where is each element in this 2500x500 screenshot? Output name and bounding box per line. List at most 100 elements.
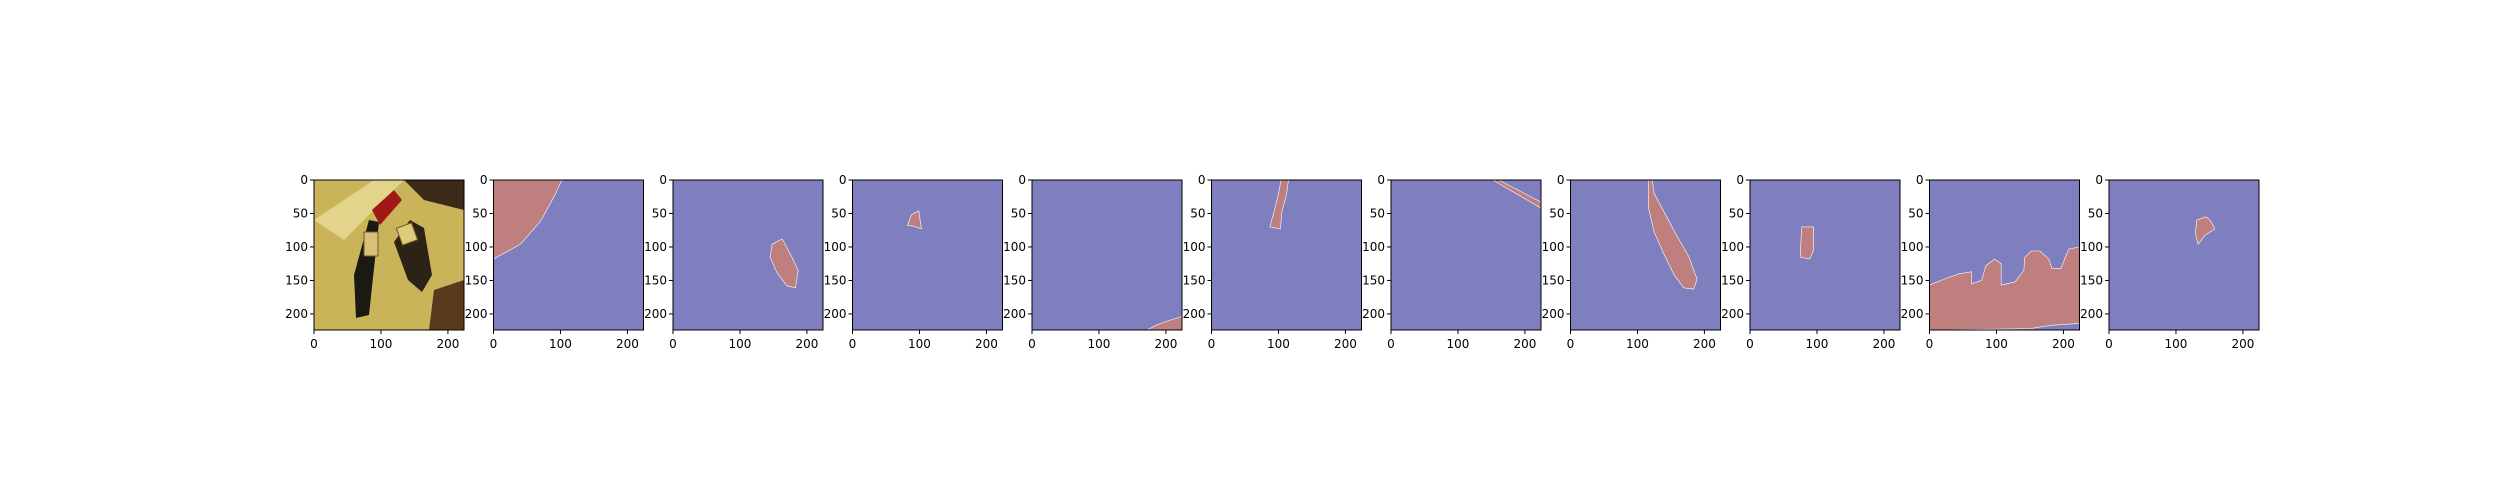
axes-frame	[313, 179, 465, 331]
x-tick-label: 100	[1985, 337, 2008, 351]
x-tick-label: 200	[795, 337, 818, 351]
mask-background	[2109, 180, 2259, 330]
x-tick-label: 200	[2231, 337, 2254, 351]
y-tick-label: 50	[2088, 206, 2103, 220]
y-tick-label: 150	[2080, 273, 2103, 287]
photo-red-object	[372, 190, 402, 225]
y-tick-label: 100	[1183, 240, 1206, 254]
y-tick-label: 150	[1542, 273, 1565, 287]
x-tick-label: 0	[849, 337, 857, 351]
y-tick-label: 100	[1721, 240, 1744, 254]
y-tick-label: 0	[1736, 173, 1744, 187]
x-tick-label: 100	[908, 337, 931, 351]
y-tick-label: 50	[293, 206, 308, 220]
panel-mask-2: 0 100 200 0 50 100 150 200	[644, 173, 824, 351]
y-tick-label: 150	[644, 273, 667, 287]
axes-frame	[1031, 179, 1183, 331]
panel-mask-1: 0 100 200 0 50 100 150 200	[465, 173, 644, 351]
axes-frame	[852, 179, 1003, 331]
y-tick-label: 200	[285, 307, 308, 321]
y-tick-label: 0	[480, 173, 488, 187]
y-tick-label: 150	[824, 273, 847, 287]
panel-mask-7: 0 100 200 0 50 100 150 200	[1542, 173, 1721, 351]
y-tick-label: 0	[1198, 173, 1206, 187]
y-tick-label: 150	[285, 273, 308, 287]
y-tick-label: 150	[1721, 273, 1744, 287]
axes-frame	[493, 179, 644, 331]
x-tick-label: 0	[1926, 337, 1934, 351]
y-tick-label: 150	[1901, 273, 1924, 287]
y-tick-label: 200	[1721, 307, 1744, 321]
y-tick-label: 200	[1362, 307, 1385, 321]
axes-frame	[1749, 179, 1901, 331]
y-tick-label: 50	[652, 206, 667, 220]
axes-frame	[1929, 179, 2080, 331]
y-tick-label: 0	[1557, 173, 1565, 187]
y-tick-label: 150	[1003, 273, 1026, 287]
y-tick-label: 0	[659, 173, 667, 187]
y-tick-label: 100	[1003, 240, 1026, 254]
y-tick-label: 200	[1542, 307, 1565, 321]
mask-region	[1799, 226, 1814, 260]
x-tick-label: 100	[1267, 337, 1290, 351]
y-tick-label: 150	[1362, 273, 1385, 287]
mask-background	[1211, 180, 1362, 330]
x-tick-label: 0	[1387, 337, 1395, 351]
x-tick-label: 200	[1872, 337, 1895, 351]
y-tick-label: 50	[472, 206, 487, 220]
x-tick-label: 0	[1208, 337, 1216, 351]
mask-background	[1570, 180, 1721, 330]
panel-mask-10: 0 100 200 0 50 100 150 200	[2080, 173, 2260, 351]
x-tick-label: 100	[1626, 337, 1649, 351]
y-tick-label: 0	[300, 173, 308, 187]
x-tick-label: 200	[616, 337, 639, 351]
axes-frame	[672, 179, 824, 331]
y-tick-label: 150	[1183, 273, 1206, 287]
y-tick-label: 200	[465, 307, 488, 321]
y-tick-label: 0	[1018, 173, 1026, 187]
y-tick-label: 0	[2095, 173, 2103, 187]
photo-dark-corner	[404, 180, 464, 210]
y-tick-label: 50	[1549, 206, 1564, 220]
y-tick-label: 100	[285, 240, 308, 254]
y-tick-label: 100	[824, 240, 847, 254]
y-tick-label: 200	[824, 307, 847, 321]
x-tick-label: 100	[729, 337, 752, 351]
x-tick-label: 200	[1154, 337, 1177, 351]
panel-mask-3: 0 100 200 0 50 100 150 200	[824, 173, 1003, 351]
x-tick-label: 200	[2052, 337, 2075, 351]
mask-region	[1269, 180, 1289, 230]
panel-mask-9: 0 100 200 0 50 100 150 200	[1901, 173, 2080, 351]
panel-photo: 0 100 200 0 50 100 150 200	[285, 173, 465, 351]
x-tick-label: 100	[370, 337, 393, 351]
y-tick-label: 50	[1729, 206, 1744, 220]
axes-frame	[1211, 179, 1362, 331]
mask-region	[1492, 180, 1541, 209]
axes-frame	[1570, 179, 1721, 331]
y-tick-label: 50	[1190, 206, 1205, 220]
photo-paper-highlight	[314, 180, 404, 240]
x-tick-label: 200	[1513, 337, 1536, 351]
y-tick-label: 200	[1901, 307, 1924, 321]
y-tick-label: 0	[1377, 173, 1385, 187]
y-tick-label: 200	[644, 307, 667, 321]
y-tick-label: 50	[1011, 206, 1026, 220]
y-tick-label: 100	[1362, 240, 1385, 254]
panel-mask-8: 0 100 200 0 50 100 150 200	[1721, 173, 1901, 351]
x-tick-label: 200	[436, 337, 459, 351]
mask-region	[769, 238, 799, 289]
x-tick-label: 0	[490, 337, 498, 351]
x-tick-label: 0	[1567, 337, 1575, 351]
photo-wood-corner	[429, 280, 464, 330]
mask-background	[1750, 180, 1900, 330]
y-tick-label: 150	[465, 273, 488, 287]
photo-brush-ferrule-right	[395, 222, 419, 246]
y-tick-label: 200	[2080, 307, 2103, 321]
panel-mask-4: 0 100 200 0 50 100 150 200	[1003, 173, 1183, 351]
x-tick-label: 200	[1334, 337, 1357, 351]
y-tick-label: 100	[644, 240, 667, 254]
x-tick-label: 100	[2165, 337, 2188, 351]
mask-region	[1147, 316, 1182, 330]
x-tick-label: 0	[1028, 337, 1036, 351]
